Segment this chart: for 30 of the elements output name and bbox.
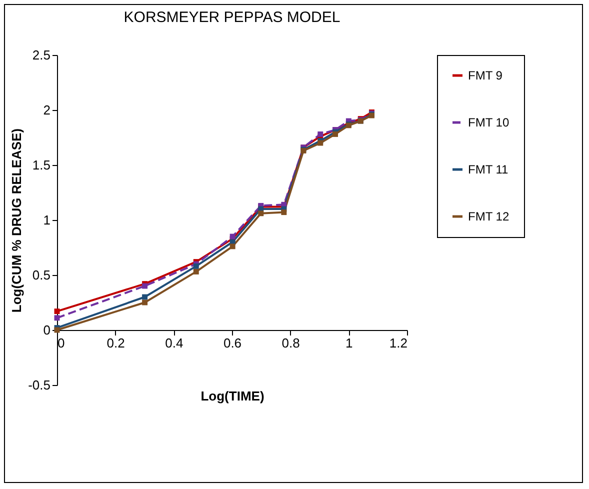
x-tick-label: 0.6 — [223, 336, 242, 350]
point — [258, 210, 264, 216]
point — [54, 315, 60, 321]
point — [281, 210, 287, 216]
point — [54, 308, 60, 314]
x-axis-title: Log(TIME) — [200, 388, 264, 404]
legend-label: FMT 11 — [468, 162, 509, 176]
y-tick-label: 0.5 — [32, 268, 50, 282]
x-tick-label: 0.4 — [165, 336, 184, 350]
y-tick-label: -0.5 — [28, 378, 50, 392]
chart-title: KORSMEYER PEPPAS MODEL — [124, 9, 340, 26]
point — [142, 300, 148, 306]
y-tick-label: 1 — [43, 212, 50, 228]
x-tick-label: 0 — [58, 336, 65, 350]
legend-label: FMT 10 — [468, 116, 510, 130]
y-tick-label: 0 — [43, 322, 50, 338]
y-axis-title: Log(CUM % DRUG RELEASE) — [9, 128, 24, 313]
point — [230, 244, 236, 250]
point — [142, 294, 148, 300]
y-tick-label: 2 — [43, 102, 50, 118]
y-tick-label: 2.5 — [32, 48, 50, 62]
x-tick-label: 1 — [346, 336, 353, 350]
point — [318, 131, 324, 137]
legend-label: FMT 9 — [468, 68, 503, 82]
x-tick-label: 0.2 — [106, 336, 125, 350]
y-tick-label: 1.5 — [32, 158, 50, 172]
point — [193, 268, 199, 274]
x-tick-label: 0.8 — [282, 336, 300, 350]
legend-label: FMT 12 — [468, 210, 510, 224]
x-tick-label: 1.2 — [389, 336, 408, 350]
